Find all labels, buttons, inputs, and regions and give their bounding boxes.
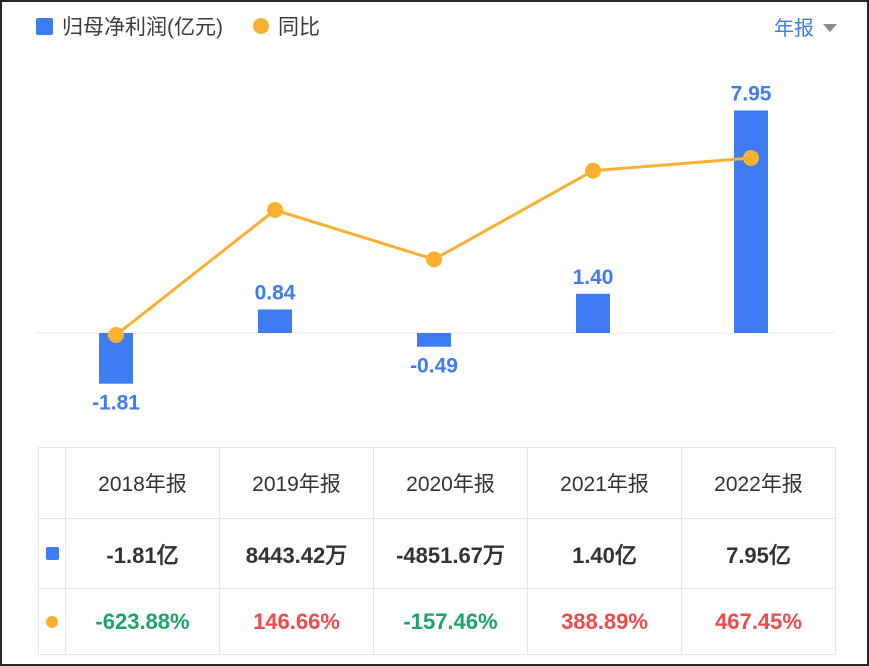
net-profit-row-cell: 7.95亿 [682,519,836,589]
orange-dot-icon [253,18,269,34]
earnings-table: 2018年报 2019年报 2020年报 2021年报 2022年报 -1.81亿 8443… [38,447,836,655]
yoy-point-2022年报[interactable] [743,150,759,166]
legend-yoy-label: 同比 [278,16,320,39]
bar-value-label: -0.49 [410,355,458,378]
legend-net-profit-label: 归母净利润(亿元) [62,16,223,39]
yoy-row-cell: -157.46% [374,589,528,655]
period-selector[interactable]: 年报 [774,12,837,41]
yoy-row-cell: 146.66% [220,589,374,655]
table-header-2019年报: 2019年报 [220,448,374,519]
legend-net-profit: 归母净利润(亿元) [36,11,223,41]
table-header-2021年报: 2021年报 [528,448,682,519]
profit-bar-2022年报[interactable] [734,110,768,334]
blue-square-icon [36,17,53,35]
period-selector-label: 年报 [774,17,814,40]
net-profit-row-cell: 8443.42万 [220,519,374,589]
yoy-point-2019年报[interactable] [267,202,283,219]
yoy-point-2018年报[interactable] [108,327,124,343]
bar-value-label: 0.84 [255,281,296,304]
profit-bar-2021年报[interactable] [576,293,610,333]
chevron-down-icon [823,23,837,32]
chart-header: 归母净利润(亿元) 同比 年报 [36,12,837,40]
bar-value-label: -1.81 [92,392,140,415]
table-row-icon-cell [39,589,66,655]
profit-bar-2019年报[interactable] [258,309,292,333]
yoy-row-cell: 388.89% [528,589,682,655]
table-header-2018年报: 2018年报 [66,448,220,519]
yoy-point-2021年报[interactable] [585,162,601,179]
yoy-row-cell: 467.45% [682,589,836,655]
orange-dot-icon [46,615,58,628]
table-header-2020年报: 2020年报 [374,448,528,519]
profit-yoy-chart[interactable]: -1.81 0.84 -0.49 1.40 7.95 [2,60,867,438]
legend-yoy: 同比 [253,11,320,41]
bar-value-label: 7.95 [731,82,772,105]
net-profit-row-cell: 1.40亿 [528,519,682,589]
net-profit-row-cell: -1.81亿 [66,519,220,589]
table-row-icon-cell [39,519,66,589]
yoy-row-cell: -623.88% [66,589,220,655]
table-header-2022年报: 2022年报 [682,448,836,519]
net-profit-row-cell: -4851.67万 [374,519,528,589]
blue-square-icon [45,547,59,560]
yoy-line [115,156,752,337]
yoy-point-2020年报[interactable] [426,251,442,268]
profit-bar-2020年报[interactable] [417,333,451,347]
bar-value-label: 1.40 [573,266,614,289]
table-corner-cell [39,448,66,519]
